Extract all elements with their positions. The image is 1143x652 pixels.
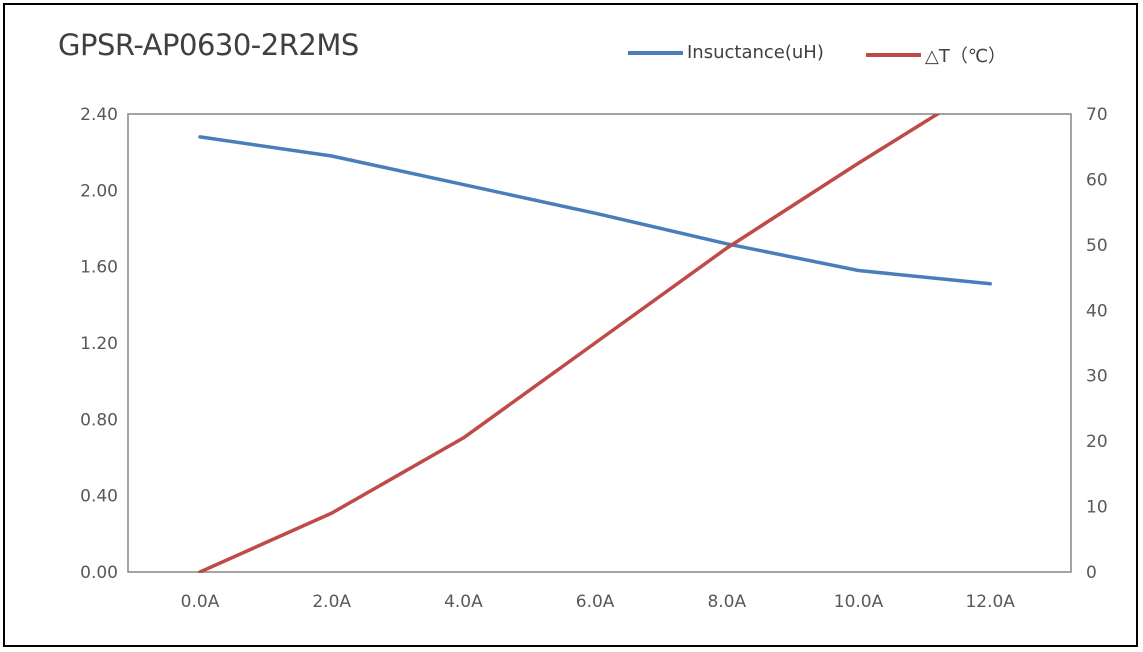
- chart-title: GPSR-AP0630-2R2MS: [58, 28, 359, 62]
- inductance-series-line: [198, 135, 992, 286]
- right-tick-label: 20: [1086, 432, 1108, 452]
- right-tick-label: 30: [1086, 367, 1108, 387]
- right-axis: 0 10 20 30 40 50 60 70: [1086, 105, 1108, 583]
- legend-item-delta-t: △T（℃）: [866, 42, 1006, 68]
- left-tick-label: 0.00: [80, 563, 118, 583]
- x-tick-label: 0.0A: [181, 592, 220, 612]
- left-tick-label: 0.40: [80, 487, 118, 507]
- left-tick-label: 0.80: [80, 410, 118, 430]
- right-tick-label: 40: [1086, 301, 1108, 321]
- left-tick-label: 2.00: [80, 181, 118, 201]
- legend-item-inductance: Insuctance(uH): [628, 42, 824, 63]
- delta-t-series-line: [198, 114, 941, 573]
- series-lines: [198, 114, 992, 573]
- x-tick-label: 4.0A: [444, 592, 483, 612]
- x-tick-label: 6.0A: [576, 592, 615, 612]
- right-tick-label: 60: [1086, 170, 1108, 190]
- legend-label-delta-t: △T（℃）: [925, 46, 1007, 67]
- legend-label-inductance: Insuctance(uH): [687, 42, 824, 63]
- right-tick-label: 0: [1086, 563, 1097, 583]
- x-tick-label: 8.0A: [707, 592, 746, 612]
- x-tick-label: 12.0A: [965, 592, 1015, 612]
- legend-swatch-delta-t: [866, 53, 921, 57]
- right-tick-label: 50: [1086, 236, 1108, 256]
- x-tick-label: 2.0A: [312, 592, 351, 612]
- left-axis: 0.00 0.40 0.80 1.20 1.60 2.00 2.40: [80, 105, 118, 583]
- left-tick-label: 1.60: [80, 258, 118, 278]
- x-axis: 0.0A 2.0A 4.0A 6.0A 8.0A 10.0A 12.0A: [181, 592, 1016, 612]
- chart-frame: [3, 3, 1138, 647]
- left-tick-label: 2.40: [80, 105, 118, 125]
- legend-swatch-inductance: [628, 50, 683, 55]
- x-tick-label: 10.0A: [834, 592, 884, 612]
- right-tick-label: 70: [1086, 105, 1108, 125]
- plot-area-border: [127, 113, 1072, 573]
- left-tick-label: 1.20: [80, 334, 118, 354]
- right-tick-label: 10: [1086, 498, 1108, 518]
